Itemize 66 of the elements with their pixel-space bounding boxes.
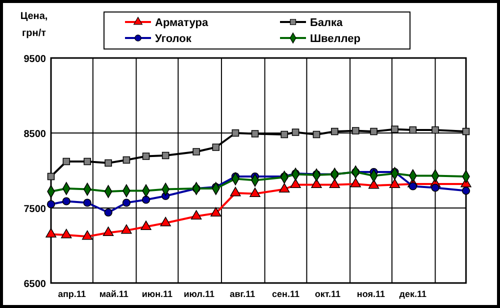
point xyxy=(290,178,301,188)
point xyxy=(389,178,400,188)
x-tick-label: сен.11 xyxy=(272,289,300,299)
point xyxy=(61,228,72,238)
point xyxy=(102,226,114,236)
point xyxy=(462,128,470,136)
point xyxy=(250,188,260,197)
point xyxy=(350,178,361,188)
point xyxy=(462,186,470,195)
point xyxy=(331,128,338,136)
point xyxy=(84,158,91,166)
point xyxy=(210,207,222,216)
x-tick-label: июл.11 xyxy=(184,289,214,299)
y-tick-label: 6500 xyxy=(24,279,46,290)
point xyxy=(432,126,439,134)
point xyxy=(121,224,132,234)
y-tick-label: 9500 xyxy=(24,54,46,65)
x-tick-label: июн.11 xyxy=(142,289,173,299)
point xyxy=(391,126,398,133)
point xyxy=(212,144,220,151)
point xyxy=(83,198,92,207)
point xyxy=(47,172,55,180)
x-tick-label: авг.11 xyxy=(230,289,256,299)
x-tick-label: апр.11 xyxy=(58,289,86,299)
point xyxy=(368,179,380,189)
x-tick-label: окт.11 xyxy=(314,289,340,299)
point xyxy=(142,152,150,160)
point xyxy=(431,184,440,192)
point xyxy=(192,148,200,156)
point xyxy=(122,198,131,207)
point xyxy=(104,159,112,167)
point xyxy=(142,196,150,204)
point xyxy=(190,210,202,220)
point xyxy=(279,183,290,192)
legend-label: Уголок xyxy=(155,33,192,45)
x-tick-label: ноя.11 xyxy=(356,289,386,299)
point xyxy=(312,130,320,138)
legend-label: Арматура xyxy=(155,17,209,29)
point xyxy=(62,158,70,166)
x-tick-label: дек.11 xyxy=(399,289,427,299)
point xyxy=(62,197,70,206)
point xyxy=(311,178,322,188)
point xyxy=(140,220,152,230)
point xyxy=(370,128,378,136)
point xyxy=(408,182,417,190)
legend-label: Балка xyxy=(310,17,344,29)
point xyxy=(162,152,170,160)
point xyxy=(122,156,130,164)
point xyxy=(104,208,112,217)
x-tick-label: май.11 xyxy=(99,289,128,299)
y-tick-label: 7500 xyxy=(24,204,46,215)
legend-label: Швеллер xyxy=(310,33,361,45)
point xyxy=(409,126,417,134)
point xyxy=(251,130,259,138)
point xyxy=(82,230,93,240)
point xyxy=(352,127,360,134)
point xyxy=(230,186,241,196)
point xyxy=(329,178,340,188)
point xyxy=(46,200,56,208)
point xyxy=(46,228,56,238)
point xyxy=(292,128,300,136)
y-axis-title: Цена, грн/т xyxy=(20,11,48,39)
point xyxy=(232,129,240,137)
y-tick-label: 8500 xyxy=(24,129,46,140)
point xyxy=(280,130,288,138)
point xyxy=(160,216,171,226)
